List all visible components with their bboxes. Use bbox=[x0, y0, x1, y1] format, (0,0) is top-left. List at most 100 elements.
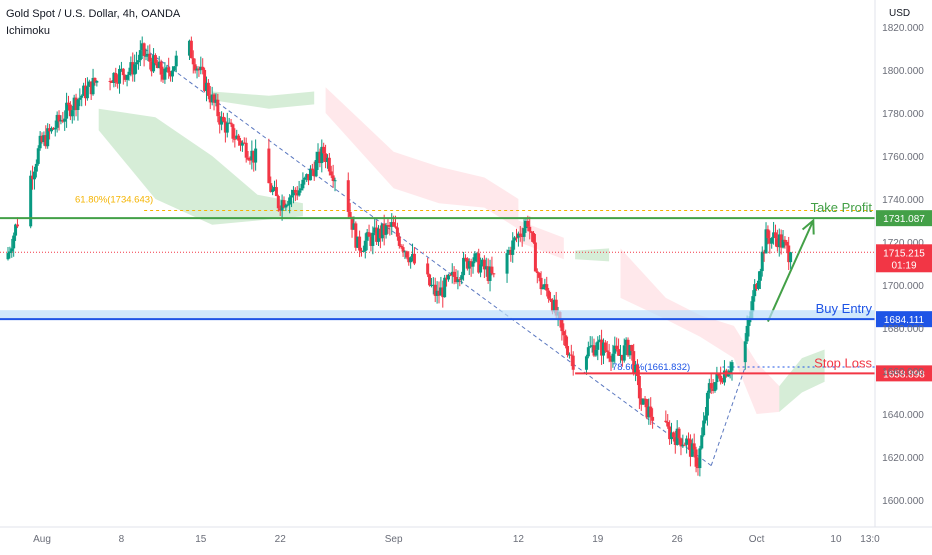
candle bbox=[670, 422, 674, 445]
candle-body bbox=[197, 68, 201, 71]
candle bbox=[486, 258, 490, 284]
candle-body bbox=[167, 67, 171, 73]
candle-body bbox=[445, 277, 449, 280]
candle-body bbox=[594, 349, 598, 356]
candle-body bbox=[206, 82, 210, 96]
candles-layer bbox=[6, 36, 793, 477]
candle-body bbox=[227, 122, 231, 124]
candle-body bbox=[721, 381, 725, 383]
candle bbox=[152, 48, 156, 73]
candle-body bbox=[411, 253, 415, 258]
trendline[interactable] bbox=[710, 366, 746, 466]
candle-body bbox=[526, 220, 530, 227]
candle bbox=[375, 220, 379, 246]
candle-body bbox=[671, 432, 675, 438]
candle bbox=[119, 61, 123, 72]
candle-body bbox=[142, 43, 146, 56]
candle bbox=[783, 236, 787, 249]
candle-body bbox=[66, 102, 70, 105]
candle-body bbox=[220, 116, 224, 125]
candle bbox=[165, 65, 169, 73]
candle bbox=[637, 369, 641, 410]
candle bbox=[758, 268, 762, 290]
candle-body bbox=[274, 187, 278, 197]
candle-body bbox=[114, 72, 118, 83]
candle-body bbox=[282, 200, 286, 208]
candle-body bbox=[65, 102, 69, 119]
candle bbox=[386, 219, 390, 234]
candle-body bbox=[237, 135, 241, 141]
candle-body bbox=[150, 61, 154, 72]
candle-body bbox=[82, 85, 86, 96]
candle bbox=[530, 231, 534, 242]
candle bbox=[273, 180, 277, 192]
time-axis-tick: 19 bbox=[592, 534, 604, 545]
candle bbox=[768, 230, 772, 254]
candle-body bbox=[700, 435, 704, 449]
candle-body bbox=[683, 444, 687, 446]
candle bbox=[34, 159, 38, 178]
candle-body bbox=[291, 189, 295, 196]
candle-body bbox=[694, 449, 698, 467]
candle bbox=[773, 224, 777, 247]
price-axis-tick: 1600.000 bbox=[882, 496, 924, 507]
candle-body bbox=[535, 271, 539, 274]
candle bbox=[204, 76, 208, 102]
candle bbox=[291, 186, 295, 204]
last-price-tag-bg bbox=[876, 244, 932, 273]
candle-body bbox=[446, 274, 450, 280]
candle bbox=[346, 172, 350, 219]
candle bbox=[532, 231, 536, 244]
candle-body bbox=[690, 443, 694, 457]
candle bbox=[239, 137, 243, 152]
annotation-layer: 61.80%(1734.643) 78.60%(1661.832) bbox=[0, 48, 875, 467]
fib-level-label: 61.80%(1734.643) bbox=[75, 195, 153, 206]
candle-body bbox=[116, 82, 120, 84]
candle bbox=[31, 165, 35, 190]
candle bbox=[144, 48, 148, 61]
candle bbox=[310, 163, 314, 176]
candle-body bbox=[673, 437, 677, 445]
candle bbox=[679, 437, 683, 456]
candle bbox=[770, 236, 774, 249]
candle bbox=[121, 67, 125, 85]
candle bbox=[153, 53, 157, 66]
last-price-value: 1715.215 bbox=[883, 248, 925, 259]
candle-body bbox=[12, 235, 16, 249]
candle-body bbox=[463, 257, 467, 259]
candle-body bbox=[611, 353, 615, 362]
time-axis-tick: Aug bbox=[33, 534, 51, 545]
candle-body bbox=[679, 438, 683, 447]
trendline[interactable] bbox=[143, 48, 712, 467]
candle bbox=[766, 225, 770, 245]
candle-body bbox=[628, 345, 632, 356]
candle-body bbox=[401, 247, 405, 252]
candle-body bbox=[688, 439, 692, 457]
candle bbox=[467, 258, 471, 275]
candle-body bbox=[666, 422, 670, 427]
candle bbox=[322, 142, 326, 162]
candle-body bbox=[70, 110, 74, 117]
indicator-label[interactable]: Ichimoku bbox=[6, 25, 51, 37]
take-profit-label: Take Profit bbox=[811, 200, 873, 215]
candle bbox=[584, 354, 588, 375]
candle bbox=[728, 361, 732, 379]
candle-body bbox=[592, 345, 596, 356]
price-axis-tick: 1640.000 bbox=[882, 410, 924, 421]
candle bbox=[206, 79, 210, 100]
candle bbox=[112, 72, 116, 88]
candle-body bbox=[218, 116, 222, 125]
candle-body bbox=[359, 250, 363, 252]
candle bbox=[329, 165, 333, 178]
candle bbox=[299, 183, 303, 193]
candle bbox=[694, 446, 698, 473]
candle bbox=[443, 274, 447, 298]
candle-body bbox=[785, 241, 789, 246]
candle-body bbox=[348, 211, 352, 217]
candle-body bbox=[210, 94, 214, 103]
candle-body bbox=[458, 279, 462, 281]
candle bbox=[668, 420, 672, 445]
